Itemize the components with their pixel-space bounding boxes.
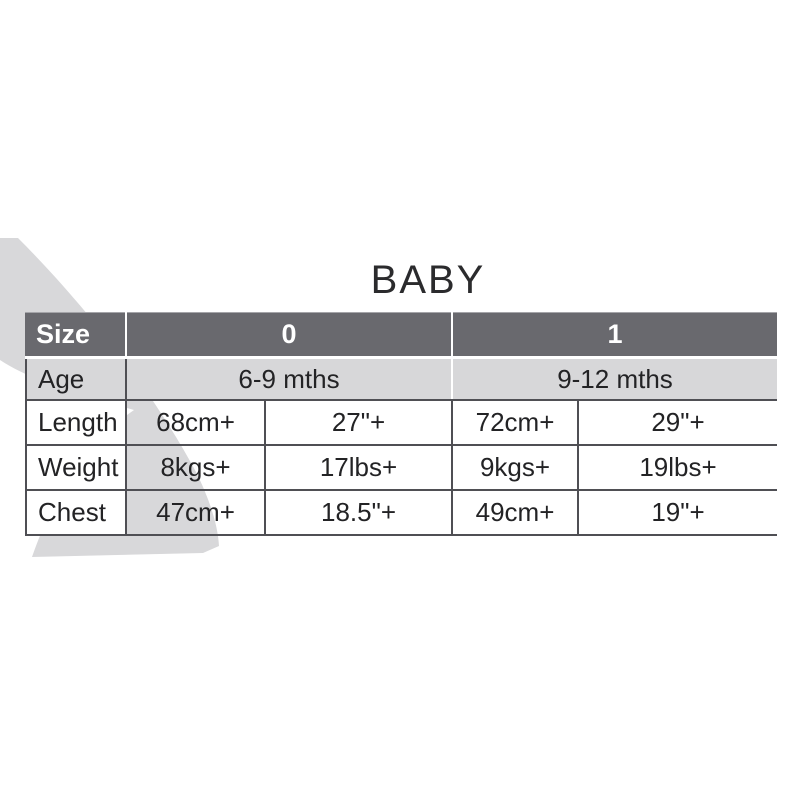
row-separator [25, 399, 777, 401]
column-divider [125, 446, 127, 489]
header-divider-gap [125, 312, 127, 356]
chest-size0-inch: 18.5"+ [264, 491, 451, 534]
length-size0-cm: 68cm+ [156, 407, 235, 437]
age-size-0: 6-9 mths [127, 359, 451, 399]
chest-row-label: Chest [25, 491, 125, 534]
row-separator [25, 489, 777, 491]
column-divider [125, 491, 127, 534]
length-row-label: Length [25, 401, 125, 444]
row-separator [25, 444, 777, 446]
column-divider [451, 446, 453, 489]
length-size0-inch: 27"+ [264, 401, 451, 444]
header-separator [25, 356, 777, 359]
weight-size0-kg: 8kgs+ [160, 452, 231, 482]
chest-size1-inch: 19"+ [577, 491, 777, 534]
table-bottom-border [25, 534, 777, 536]
weight-size1-kg: 9kgs+ [479, 452, 551, 482]
chest-size0-cm: 47cm+ [156, 497, 235, 527]
size-header-label: Size [25, 312, 125, 356]
chest-size1-cm: 49cm+ [475, 497, 555, 527]
size-1-header: 1 [453, 312, 777, 356]
weight-size1-lbs: 19lbs+ [577, 446, 777, 489]
column-divider [451, 491, 453, 534]
weight-size0-lbs: 17lbs+ [264, 446, 451, 489]
length-size1-cm: 72cm+ [475, 407, 555, 437]
column-divider [125, 401, 127, 444]
age-divider-gap [451, 359, 453, 399]
column-divider [451, 401, 453, 444]
age-size-1: 9-12 mths [453, 359, 777, 399]
age-row-label: Age [25, 359, 125, 399]
length-size1-inch: 29"+ [577, 401, 777, 444]
column-divider [125, 359, 127, 399]
page-title: BABY [370, 258, 486, 302]
size-chart-table: Size 0 1 Age 6-9 mths 9-12 mths Length 6… [25, 312, 777, 536]
header-divider-gap [451, 312, 453, 356]
size-0-header: 0 [127, 312, 451, 356]
weight-row-label: Weight [25, 446, 125, 489]
